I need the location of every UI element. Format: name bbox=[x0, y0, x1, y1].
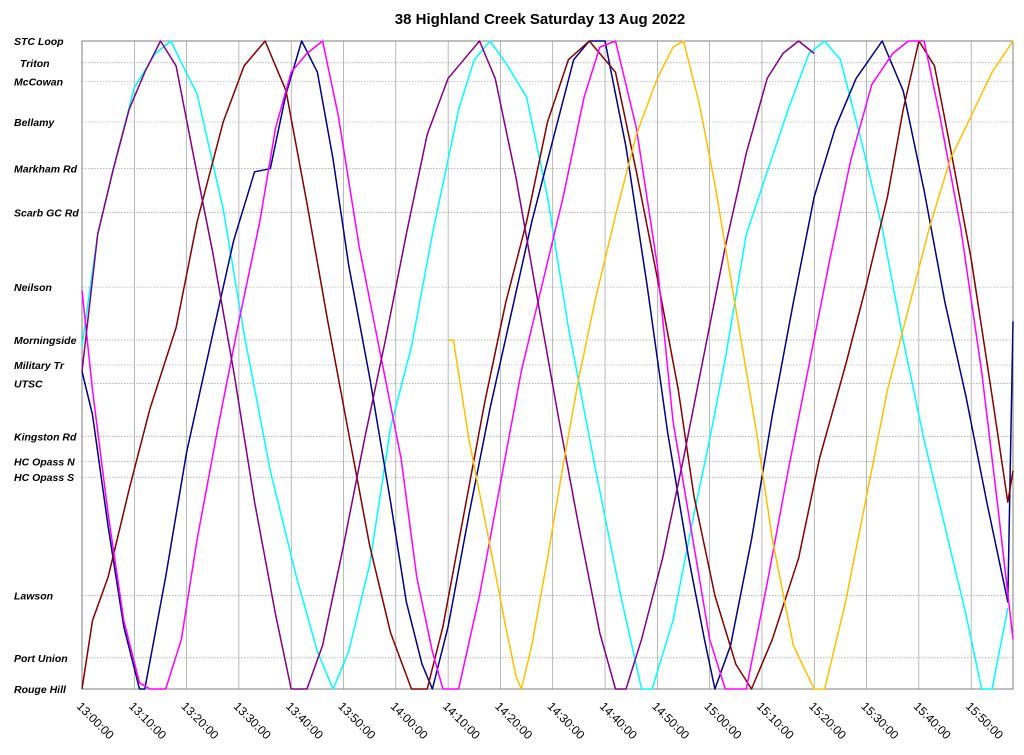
stop-label: Kingston Rd bbox=[14, 432, 77, 444]
time-tick-label: 15:10:00 bbox=[754, 699, 797, 742]
stop-label: Military Tr bbox=[14, 360, 65, 372]
time-tick-label: 14:00:00 bbox=[388, 699, 431, 742]
time-tick-label: 13:00:00 bbox=[74, 699, 117, 742]
bus-trace-5 bbox=[81, 40, 815, 690]
bus-trace-2 bbox=[81, 40, 1014, 690]
time-tick-label: 15:20:00 bbox=[806, 699, 849, 742]
time-tick-label: 14:10:00 bbox=[440, 699, 483, 742]
stop-label: Rouge Hill bbox=[14, 684, 67, 696]
stop-label: Neilson bbox=[14, 282, 52, 294]
grid bbox=[81, 40, 1013, 690]
time-tick-label: 15:40:00 bbox=[911, 699, 954, 742]
time-tick-label: 15:00:00 bbox=[702, 699, 745, 742]
time-axis: 13:00:00 13:10:00 13:20:00 13:30:00 13:40:00… bbox=[74, 699, 1006, 742]
time-tick-label: 15:30:00 bbox=[858, 699, 901, 742]
stop-label: HC Opass N bbox=[14, 457, 75, 469]
stop-label: STC Loop bbox=[14, 36, 64, 48]
time-tick-label: 15:50:00 bbox=[963, 699, 1006, 742]
stop-label: UTSC bbox=[14, 379, 43, 391]
chart-title: 38 Highland Creek Saturday 13 Aug 2022 bbox=[395, 11, 685, 28]
stop-label: HC Opass S bbox=[14, 472, 74, 484]
time-tick-label: 13:50:00 bbox=[335, 699, 378, 742]
stop-label: Triton bbox=[20, 58, 50, 70]
time-tick-label: 13:30:00 bbox=[231, 699, 274, 742]
time-tick-label: 13:10:00 bbox=[126, 699, 169, 742]
time-tick-label: 14:30:00 bbox=[545, 699, 588, 742]
stop-label: Bellamy bbox=[14, 117, 55, 129]
time-tick-label: 13:20:00 bbox=[178, 699, 221, 742]
stop-label: McCowan bbox=[14, 77, 63, 89]
bus-trace-6 bbox=[448, 40, 1014, 690]
stop-label: Morningside bbox=[14, 335, 77, 347]
time-tick-label: 14:20:00 bbox=[492, 699, 535, 742]
stop-label: Port Union bbox=[14, 653, 68, 665]
time-tick-label: 14:40:00 bbox=[597, 699, 640, 742]
stop-label: Markham Rd bbox=[14, 164, 78, 176]
stop-axis: STC Loop Triton McCowan Bellamy Markham Rd Sc… bbox=[14, 36, 79, 696]
time-tick-label: 13:40:00 bbox=[283, 699, 326, 742]
bus-trace-3 bbox=[81, 40, 1014, 690]
stop-label: Scarb GC Rd bbox=[14, 207, 79, 219]
series-layer bbox=[81, 40, 1014, 690]
time-tick-label: 14:50:00 bbox=[649, 699, 692, 742]
bus-trace-1 bbox=[81, 40, 1009, 690]
bus-trace-4 bbox=[81, 40, 1014, 690]
stop-label: Lawson bbox=[14, 591, 53, 603]
